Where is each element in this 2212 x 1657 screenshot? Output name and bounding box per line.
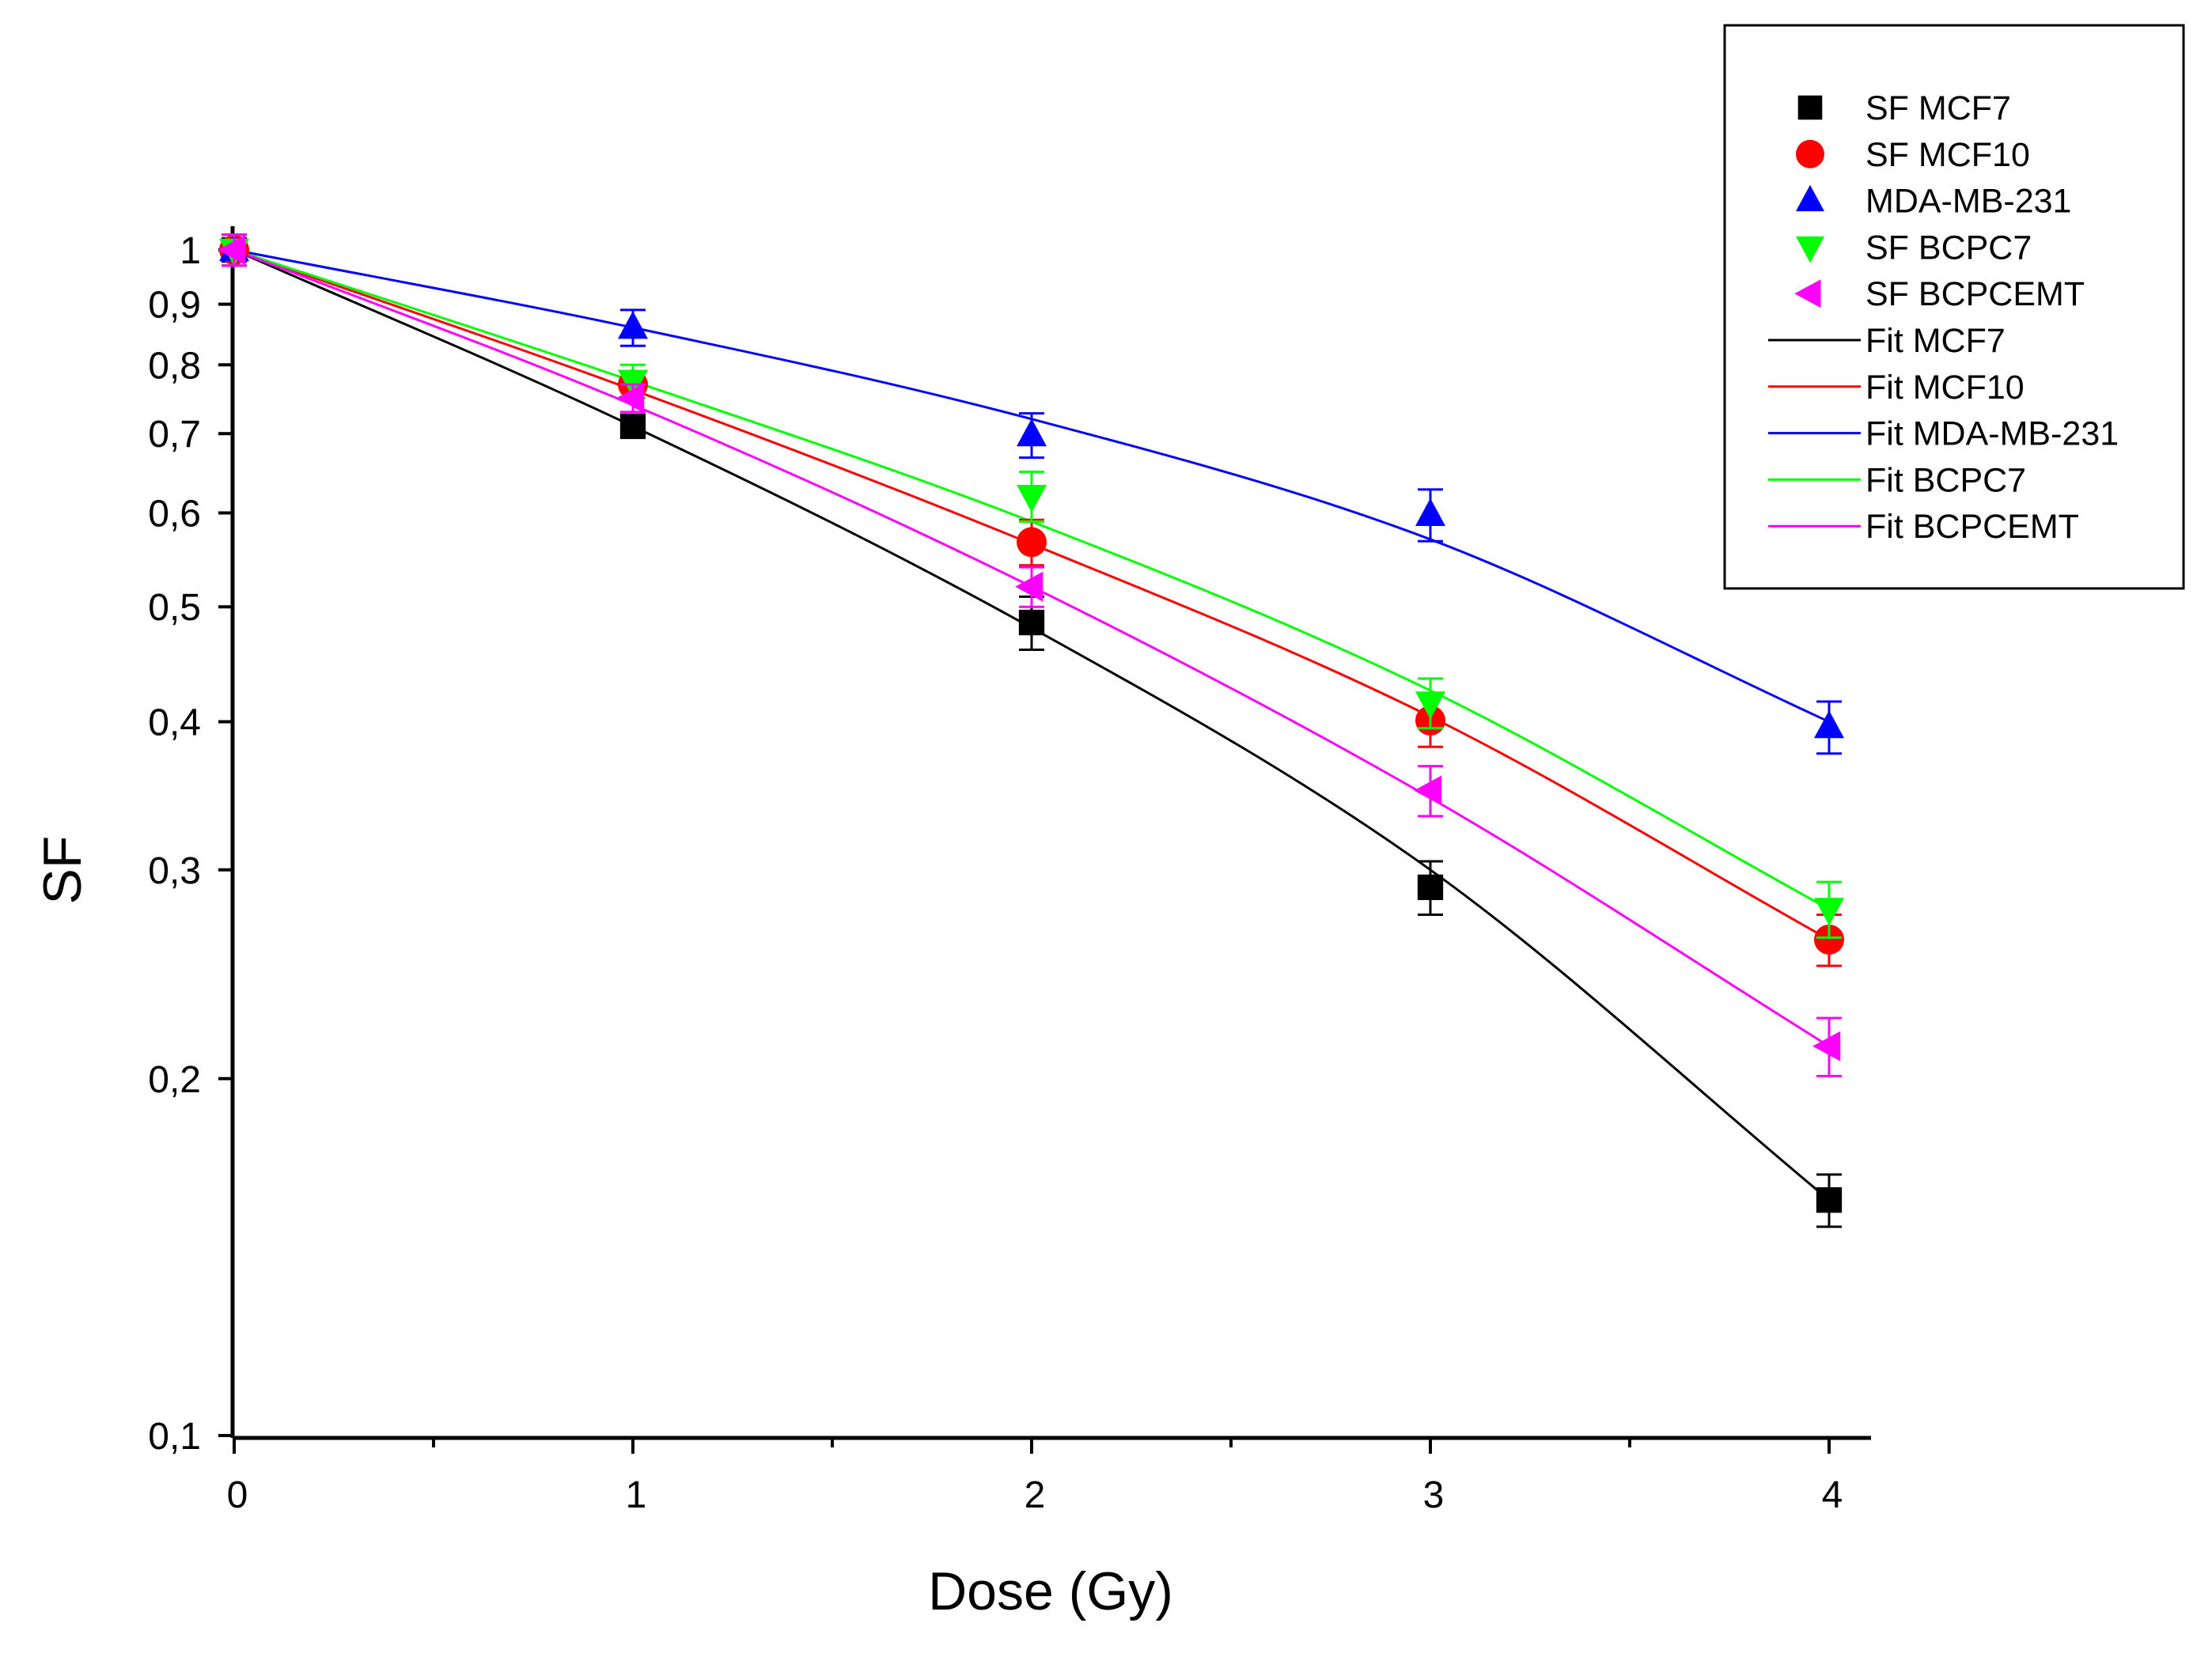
y-tick-label: 1 [180,230,201,272]
point-sf-mcf10 [1017,527,1047,558]
legend-marker [1794,279,1821,308]
y-tick-label: 0,4 [148,702,201,744]
point-sf-mcf10 [1814,924,1844,955]
legend-marker [1796,236,1824,263]
point-mda-mb-231 [1814,710,1844,739]
legend-label: Fit MCF10 [1865,369,2025,407]
legend-marker [1797,95,1823,120]
legend-label: SF MCF10 [1865,136,2030,174]
legend-marker [1796,184,1824,212]
x-axis-title: Dose (Gy) [928,1561,1173,1621]
point-sf-bcpcemt [1812,1031,1841,1061]
y-tick-label: 0,5 [148,587,201,629]
point-sf-bcpcemt [218,235,246,265]
legend-label: Fit BCPC7 [1865,461,2026,499]
point-mda-mb-231 [618,311,648,339]
y-tick-label: 0,8 [148,345,201,387]
point-sf-mcf7 [1816,1187,1843,1213]
legend-label: Fit BCPCEMT [1865,508,2079,546]
legend-label: SF MCF7 [1865,89,2011,127]
x-tick-label: 0 [227,1474,248,1516]
legend-label: SF BCPCEMT [1865,275,2085,313]
y-tick-label: 0,1 [148,1416,201,1458]
point-sf-mcf7 [1417,874,1444,901]
x-tick-label: 3 [1423,1474,1445,1516]
point-sf-bcpcemt [1015,571,1044,602]
x-ticks: 0 1 2 3 4 [227,1438,1843,1516]
legend-label: SF BCPC7 [1865,229,2032,267]
point-sf-bcpc7 [1415,691,1445,720]
point-sf-bcpcemt [1414,775,1442,806]
legend: SF MCF7 SF MCF10 MDA-MB-231 SF BCPC7 SF BCPC… [1723,24,2185,590]
point-mda-mb-231 [1017,418,1047,447]
y-tick-label: 0,3 [148,850,201,892]
y-axis-title: SF [32,836,93,905]
point-sf-mcf7 [619,413,646,440]
y-tick-label: 0,2 [148,1059,201,1101]
axes: 0 1 2 3 4 1 0,9 0,8 0,7 0,6 0,5 0,4 0,3 0,2 0,1 [148,226,1871,1516]
y-ticks: 1 0,9 0,8 0,7 0,6 0,5 0,4 0,3 0,2 0,1 [148,230,233,1458]
data-points [218,233,1844,1228]
point-sf-bcpcemt [616,383,645,414]
legend-label: MDA-MB-231 [1865,183,2071,221]
point-sf-bcpc7 [1814,898,1844,926]
y-tick-label: 0,9 [148,285,201,327]
point-mda-mb-231 [1415,497,1445,526]
x-tick-label: 4 [1822,1474,1843,1516]
x-tick-label: 1 [626,1474,647,1516]
legend-label: Fit MDA-MB-231 [1865,415,2119,453]
point-sf-mcf7 [1018,609,1045,636]
point-sf-bcpc7 [1017,484,1047,513]
legend-items: SF MCF7 SF MCF10 MDA-MB-231 SF BCPC7 SF BCPC… [1768,89,2119,546]
legend-marker [1796,139,1824,168]
y-tick-label: 0,7 [148,414,201,456]
x-tick-label: 2 [1025,1474,1046,1516]
y-tick-label: 0,6 [148,494,201,535]
legend-label: Fit MCF7 [1865,322,2006,360]
